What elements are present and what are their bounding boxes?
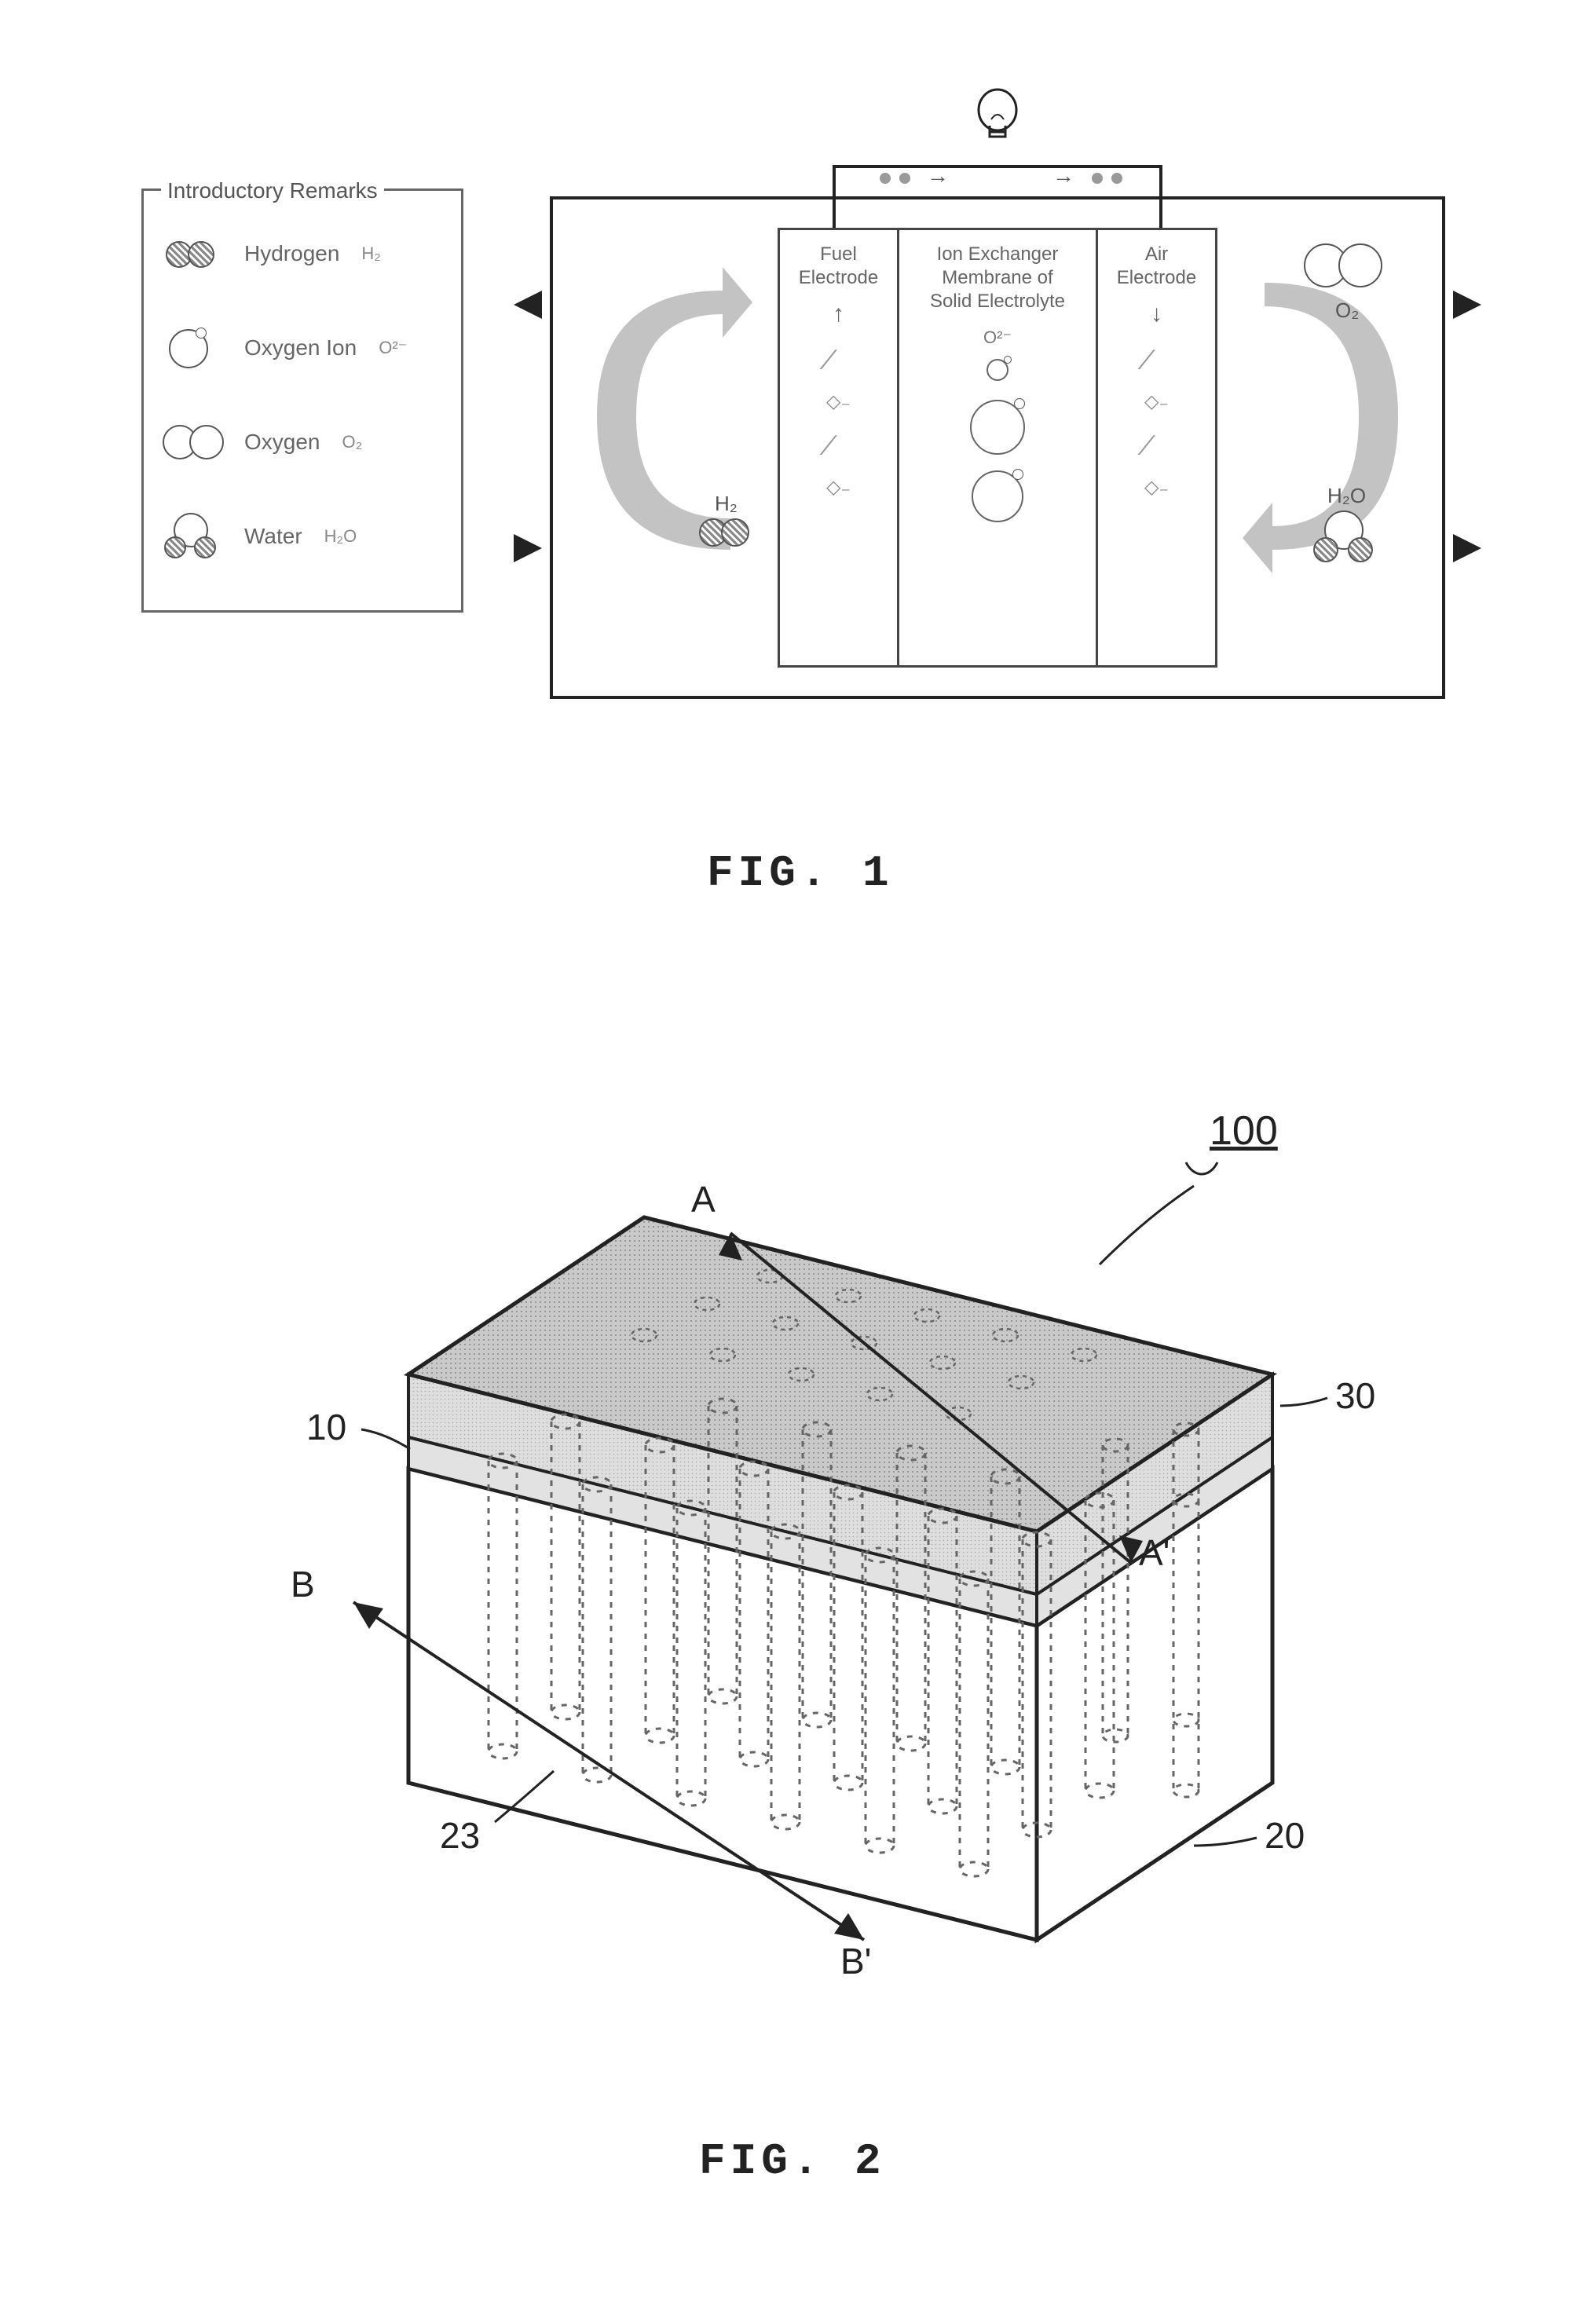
legend-formula: O₂ xyxy=(342,432,363,452)
part-10-label: 10 xyxy=(306,1406,346,1448)
mea-stack: Fuel Electrode ↑ ⁄ ◇₋ ⁄ ◇₋ Ion Exchanger… xyxy=(778,228,1217,668)
hydrogen-icon xyxy=(159,230,230,277)
legend-formula: H₂ xyxy=(361,243,380,264)
legend-label: Oxygen Ion xyxy=(244,335,357,360)
lightbulb-icon xyxy=(974,86,1021,157)
legend-row-oxygen: Oxygen O₂ xyxy=(159,419,362,466)
panel-title: Air Electrode xyxy=(1112,243,1201,290)
ion-label: O²⁻ xyxy=(983,328,1012,348)
o2-molecule-icon xyxy=(1304,243,1382,291)
figure-1-caption: FIG. 1 xyxy=(707,848,894,898)
legend-row-oxygen-ion: Oxygen Ion O²⁻ xyxy=(159,324,407,371)
legend-formula: O²⁻ xyxy=(379,338,407,358)
isometric-block xyxy=(204,1060,1398,2003)
outlet-arrow-icon xyxy=(1453,534,1481,562)
section-a-prime-label: A' xyxy=(1139,1531,1170,1574)
water-icon xyxy=(159,513,230,560)
part-23-label: 23 xyxy=(440,1814,480,1857)
section-b-label: B xyxy=(291,1563,315,1605)
panel-title: Fuel Electrode xyxy=(794,243,883,290)
h2o-label: H₂O xyxy=(1327,484,1366,508)
legend-label: Water xyxy=(244,524,302,549)
inlet-arrow-icon xyxy=(514,534,542,562)
oxygen-ion-icon xyxy=(159,324,230,371)
part-30-label: 30 xyxy=(1335,1374,1375,1417)
fuel-electrode-panel: Fuel Electrode ↑ ⁄ ◇₋ ⁄ ◇₋ xyxy=(778,228,899,668)
assembly-ref-label: 100 xyxy=(1210,1107,1278,1154)
figure-2-caption: FIG. 2 xyxy=(699,2136,886,2186)
oxygen-icon xyxy=(159,419,230,466)
outlet-arrow-icon xyxy=(514,291,542,319)
o2-label: O₂ xyxy=(1335,298,1359,323)
section-a-label: A xyxy=(691,1178,716,1220)
fuel-cell-diagram: → → xyxy=(550,94,1445,723)
h2-label: H₂ xyxy=(715,492,738,516)
legend-label: Hydrogen xyxy=(244,241,339,266)
legend-box: Introductory Remarks Hydrogen H₂ Oxygen … xyxy=(141,188,463,613)
legend-row-water: Water H₂O xyxy=(159,513,357,560)
section-b-prime-label: B' xyxy=(840,1940,871,1982)
legend-row-hydrogen: Hydrogen H₂ xyxy=(159,230,381,277)
legend-label: Oxygen xyxy=(244,430,320,455)
h2-molecule-icon xyxy=(699,518,749,551)
inlet-arrow-icon xyxy=(1453,291,1481,319)
electrolyte-panel: Ion Exchanger Membrane of Solid Electrol… xyxy=(899,228,1096,668)
figure-1: Introductory Remarks Hydrogen H₂ Oxygen … xyxy=(141,94,1461,801)
air-electrode-panel: Air Electrode ↓ ⁄ ◇₋ ⁄ ◇₋ xyxy=(1096,228,1217,668)
part-20-label: 20 xyxy=(1265,1814,1305,1857)
figure-2: 100 A A' B B' 10 30 23 20 xyxy=(204,1060,1398,2121)
legend-formula: H₂O xyxy=(324,526,357,547)
panel-title: Ion Exchanger Membrane of Solid Electrol… xyxy=(925,243,1070,313)
legend-title: Introductory Remarks xyxy=(161,178,384,203)
